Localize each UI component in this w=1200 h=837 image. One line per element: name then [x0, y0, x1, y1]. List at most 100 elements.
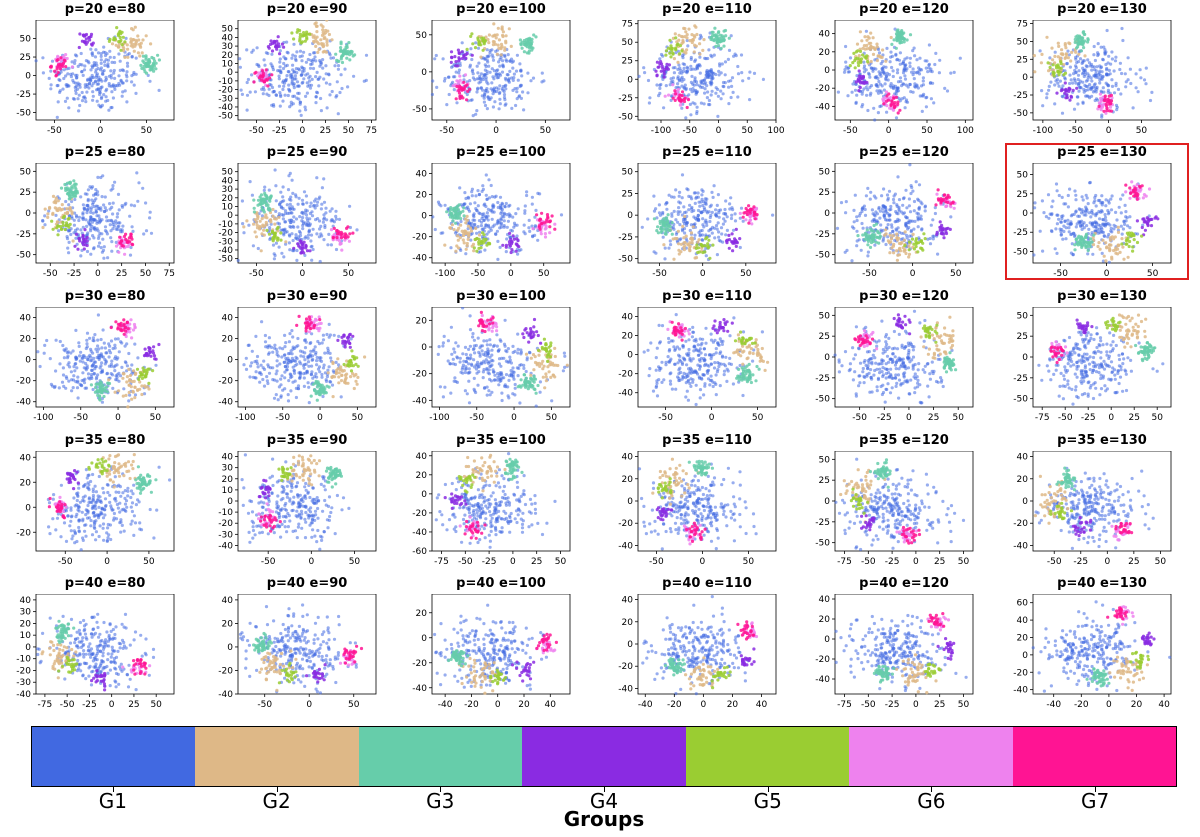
scatter-point [1069, 78, 1073, 82]
scatter-point [1065, 53, 1069, 57]
scatter-point [343, 67, 347, 71]
scatter-point [464, 252, 468, 256]
scatter-point [70, 212, 74, 216]
scatter-point [853, 193, 857, 197]
scatter-point [917, 69, 921, 73]
scatter-point [99, 66, 103, 70]
scatter-point [92, 227, 96, 231]
scatter-point [711, 76, 715, 80]
scatter-point [685, 105, 689, 110]
scatter-point [730, 232, 734, 236]
scatter-point [504, 58, 508, 62]
scatter-point [540, 71, 544, 75]
scatter-point [718, 33, 723, 37]
scatter-point [640, 225, 644, 229]
scatter-point [498, 97, 502, 101]
scatter-point [702, 102, 706, 106]
scatter-point [111, 187, 115, 191]
scatter-point [652, 209, 657, 213]
scatter-point [56, 208, 60, 213]
scatter-point [325, 218, 329, 222]
scatter-point [320, 234, 324, 238]
scatter-point [55, 58, 59, 63]
scatter-point [256, 246, 260, 251]
scatter-point [931, 234, 935, 238]
scatter-point [102, 245, 106, 249]
scatter-point [104, 95, 108, 99]
scatter-point [289, 103, 293, 107]
scatter-point [102, 45, 106, 49]
scatter-point [898, 51, 902, 55]
y-tick-label: 0 [421, 68, 427, 78]
scatter-point [876, 91, 881, 95]
y-tick-label: 0 [227, 211, 233, 221]
scatter-point [478, 230, 482, 234]
scatter-point [685, 38, 689, 43]
scatter-point [304, 194, 308, 198]
scatter-point [861, 53, 865, 57]
scatter-point [495, 229, 499, 233]
scatter-point [457, 59, 461, 63]
scatter-point [705, 223, 709, 227]
scatter-point [1094, 86, 1098, 90]
scatter-point [895, 258, 899, 262]
scatter-point [686, 98, 691, 102]
scatter-point [97, 79, 101, 83]
scatter-point [918, 56, 922, 60]
scatter-point [276, 35, 280, 39]
scatter-point [88, 38, 92, 42]
scatter-point [96, 204, 100, 208]
scatter-point [290, 232, 294, 236]
scatter-point [1144, 82, 1148, 86]
scatter-point [296, 235, 301, 239]
scatter-point [124, 232, 128, 236]
scatter-point [98, 88, 102, 92]
scatter-point [279, 93, 283, 97]
scatter-point [694, 196, 698, 200]
scatter-point [716, 114, 720, 118]
scatter-point [887, 73, 891, 77]
scatter-point [279, 231, 283, 235]
scatter-point [137, 38, 141, 42]
scatter-point [157, 88, 161, 92]
scatter-point [475, 231, 479, 235]
scatter-point [294, 233, 298, 237]
scatter-point [885, 104, 889, 108]
scatter-point [350, 50, 354, 54]
x-tick-label: -50 [47, 126, 62, 136]
scatter-point [452, 88, 456, 92]
scatter-point [1056, 41, 1060, 45]
scatter-point [306, 221, 311, 225]
scatter-point [112, 55, 116, 60]
scatter-point [288, 224, 292, 229]
scatter-point [889, 237, 894, 241]
scatter-point [869, 91, 873, 95]
scatter-point [750, 222, 754, 226]
scatter-point [1107, 68, 1111, 72]
scatter-point [717, 215, 721, 219]
scatter-point [282, 55, 286, 59]
scatter-point [690, 40, 694, 45]
scatter-point [262, 80, 266, 84]
scatter-point [323, 223, 327, 228]
scatter-point [725, 215, 729, 219]
scatter-point [888, 251, 892, 255]
scatter-point [76, 64, 80, 68]
scatter-point [1074, 50, 1078, 54]
scatter-point [1052, 71, 1056, 75]
scatter-point [1105, 109, 1109, 113]
scatter-point [945, 204, 949, 208]
scatter-point [454, 210, 458, 214]
scatter-point [110, 42, 115, 46]
scatter-point [744, 210, 748, 214]
scatter-point [130, 242, 134, 246]
scatter-point [1120, 26, 1124, 31]
scatter-point [699, 210, 703, 214]
scatter-point [1096, 107, 1100, 111]
scatter-point [514, 212, 518, 216]
scatter-point [916, 215, 920, 219]
scatter-point [63, 227, 67, 232]
scatter-point [689, 64, 693, 68]
scatter-point [348, 225, 352, 230]
scatter-point [115, 26, 119, 30]
